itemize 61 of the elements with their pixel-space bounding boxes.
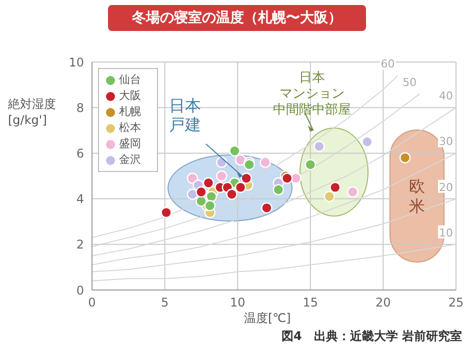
point [234, 182, 246, 193]
point [261, 202, 272, 214]
x-tick-label: 20 [376, 296, 391, 310]
y-tick-label: 10 [68, 55, 84, 70]
x-tick-label: 15 [302, 296, 318, 310]
y-tick-label: 8 [76, 100, 84, 115]
point [226, 188, 238, 200]
x-tick-label: 5 [160, 296, 169, 310]
point [196, 186, 207, 198]
line-series [92, 198, 456, 272]
point [362, 136, 373, 148]
point [229, 145, 240, 157]
chart-title: 冬場の寝室の温度（札幌〜大阪） [108, 5, 366, 31]
legend-label: 仙台 [119, 72, 141, 88]
legend-label: 札幌 [119, 104, 141, 120]
line-series [92, 244, 456, 282]
point [206, 190, 217, 202]
x-axis-title: 温度[℃] [244, 310, 291, 327]
annotation: 日本マンション中間階中部屋 [273, 70, 351, 118]
point [160, 206, 172, 218]
series-label: 60 [380, 58, 395, 71]
y-tick-label: 4 [76, 192, 84, 206]
point [347, 186, 358, 198]
point [260, 156, 271, 168]
point [204, 200, 216, 212]
legend-label: 盛岡 [119, 136, 141, 152]
y-axis-title: 絶対湿度 [g/kg'] [8, 96, 56, 128]
point [216, 170, 228, 182]
point [234, 154, 246, 166]
x-tick-label: 0 [88, 296, 96, 310]
series-label: 50 [402, 76, 417, 89]
series-label: 30 [439, 135, 453, 148]
annotation: 日本戸建 [169, 96, 201, 134]
annotation: 欧米 [409, 176, 425, 216]
point [314, 140, 325, 152]
point [202, 177, 214, 188]
point [304, 159, 316, 170]
legend-label: 大阪 [119, 88, 141, 104]
point [240, 172, 252, 184]
line-series [92, 152, 456, 266]
legend-label: 金沢 [119, 152, 141, 168]
point [324, 190, 335, 202]
point [196, 195, 207, 207]
legend-label: 松本 [119, 120, 141, 136]
y-tick-label: 2 [76, 238, 84, 252]
series-label: 10 [439, 226, 453, 240]
point [399, 152, 411, 164]
point [216, 156, 228, 168]
point [330, 182, 341, 193]
x-tick-label: 25 [448, 296, 464, 310]
point [244, 159, 255, 170]
series-label: 20 [439, 180, 453, 194]
x-tick-label: 10 [230, 296, 246, 310]
point [282, 172, 293, 184]
point [186, 188, 198, 200]
point [186, 172, 198, 184]
point [272, 184, 284, 196]
y-tick-label: 0 [76, 283, 84, 298]
series-label: 40 [439, 90, 453, 103]
y-tick-label: 6 [76, 146, 84, 160]
caption: 図4 出典：近畿大学 岩前研究室 [281, 328, 462, 345]
